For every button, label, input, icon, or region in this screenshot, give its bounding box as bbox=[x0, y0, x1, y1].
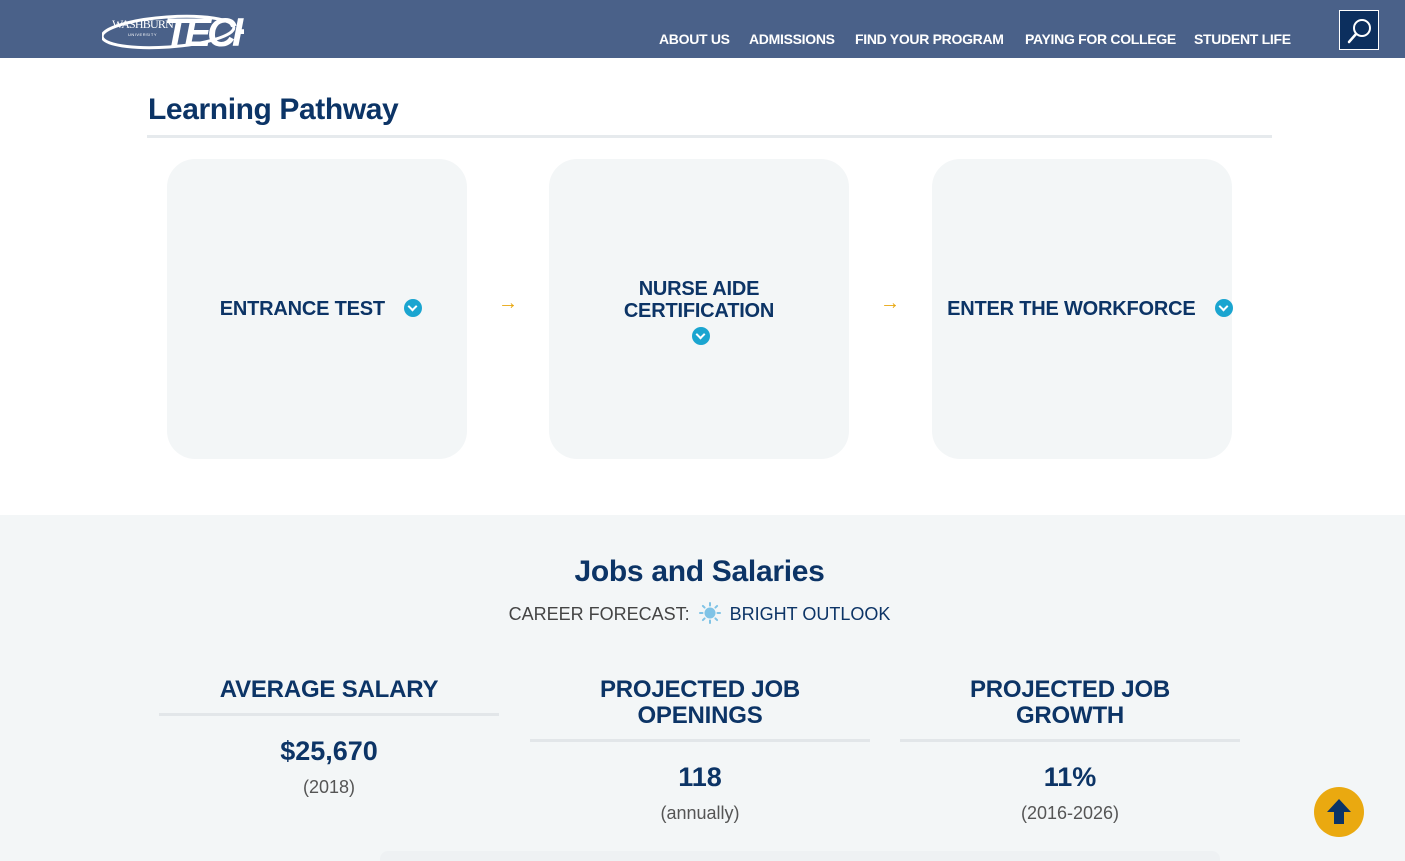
stat-value: $25,670 bbox=[280, 736, 378, 766]
stat-heading: AVERAGE SALARY bbox=[219, 676, 439, 703]
divider bbox=[147, 135, 1272, 138]
search-button[interactable] bbox=[1339, 10, 1379, 50]
stat-value: 118 bbox=[678, 762, 722, 792]
stat-heading: PROJECTED JOB GROWTH bbox=[969, 676, 1171, 729]
forecast-label: CAREER FORECAST: bbox=[508, 604, 690, 624]
forecast-value: BRIGHT OUTLOOK bbox=[729, 604, 891, 624]
chevron-down-icon bbox=[404, 299, 423, 317]
arrow-right-icon: → bbox=[880, 292, 900, 314]
nav-about-us[interactable]: ABOUT US bbox=[659, 31, 730, 47]
nav-find-your-program[interactable]: FIND YOUR PROGRAM bbox=[855, 31, 1004, 47]
site-header: WASHBURN UNIVERSITY TECH ABOUT US ADMISS… bbox=[0, 0, 1405, 58]
stat-projected-job-openings: PROJECTED JOB OPENINGS 118 (annually) bbox=[530, 677, 870, 824]
svg-text:WASHBURN: WASHBURN bbox=[112, 17, 174, 31]
jobs-title: Jobs and Salaries bbox=[574, 555, 825, 588]
nav-student-life[interactable]: STUDENT LIFE bbox=[1194, 31, 1291, 47]
svg-text:UNIVERSITY: UNIVERSITY bbox=[128, 32, 157, 37]
chevron-down-icon bbox=[1214, 299, 1233, 317]
section-edge bbox=[380, 851, 1220, 861]
divider bbox=[159, 713, 499, 716]
pathway-step-entrance-test[interactable]: ENTRANCE TEST bbox=[167, 159, 467, 459]
stat-note: (annually) bbox=[660, 803, 740, 823]
pathway-step-label: ENTRANCE TEST bbox=[219, 298, 385, 320]
pathway-step-label: NURSE AIDE CERTIFICATION bbox=[623, 278, 775, 322]
sun-icon bbox=[698, 602, 721, 624]
divider bbox=[530, 739, 870, 742]
arrow-right-icon: → bbox=[498, 292, 518, 314]
stat-note: (2016-2026) bbox=[1020, 803, 1120, 823]
stat-projected-job-growth: PROJECTED JOB GROWTH 11% (2016-2026) bbox=[900, 677, 1240, 824]
nav-paying-for-college[interactable]: PAYING FOR COLLEGE bbox=[1025, 31, 1176, 47]
stat-note: (2018) bbox=[302, 777, 356, 797]
career-forecast: CAREER FORECAST: BRIGHT OUTLOOK bbox=[0, 602, 1399, 625]
learning-pathway-title: Learning Pathway bbox=[148, 93, 399, 126]
divider bbox=[900, 739, 1240, 742]
svg-text:TECH: TECH bbox=[164, 11, 244, 54]
stat-average-salary: AVERAGE SALARY $25,670 (2018) bbox=[159, 677, 499, 798]
chevron-down-icon bbox=[691, 327, 710, 345]
main-nav: ABOUT US ADMISSIONS FIND YOUR PROGRAM PA… bbox=[0, 31, 1405, 49]
jobs-and-salaries-section: Jobs and Salaries CAREER FORECAST: BRIGH… bbox=[0, 515, 1405, 861]
pathway-step-enter-the-workforce[interactable]: ENTER THE WORKFORCE bbox=[932, 159, 1233, 459]
nav-admissions[interactable]: ADMISSIONS bbox=[749, 31, 835, 47]
back-to-top-button[interactable] bbox=[1314, 787, 1364, 837]
washburn-tech-logo[interactable]: WASHBURN UNIVERSITY TECH bbox=[102, 6, 244, 54]
stat-value: 11% bbox=[1043, 762, 1097, 792]
stat-heading: PROJECTED JOB OPENINGS bbox=[599, 676, 801, 729]
pathway-step-nurse-aide-certification[interactable]: NURSE AIDE CERTIFICATION bbox=[549, 159, 849, 459]
pathway-step-label: ENTER THE WORKFORCE bbox=[947, 298, 1196, 320]
